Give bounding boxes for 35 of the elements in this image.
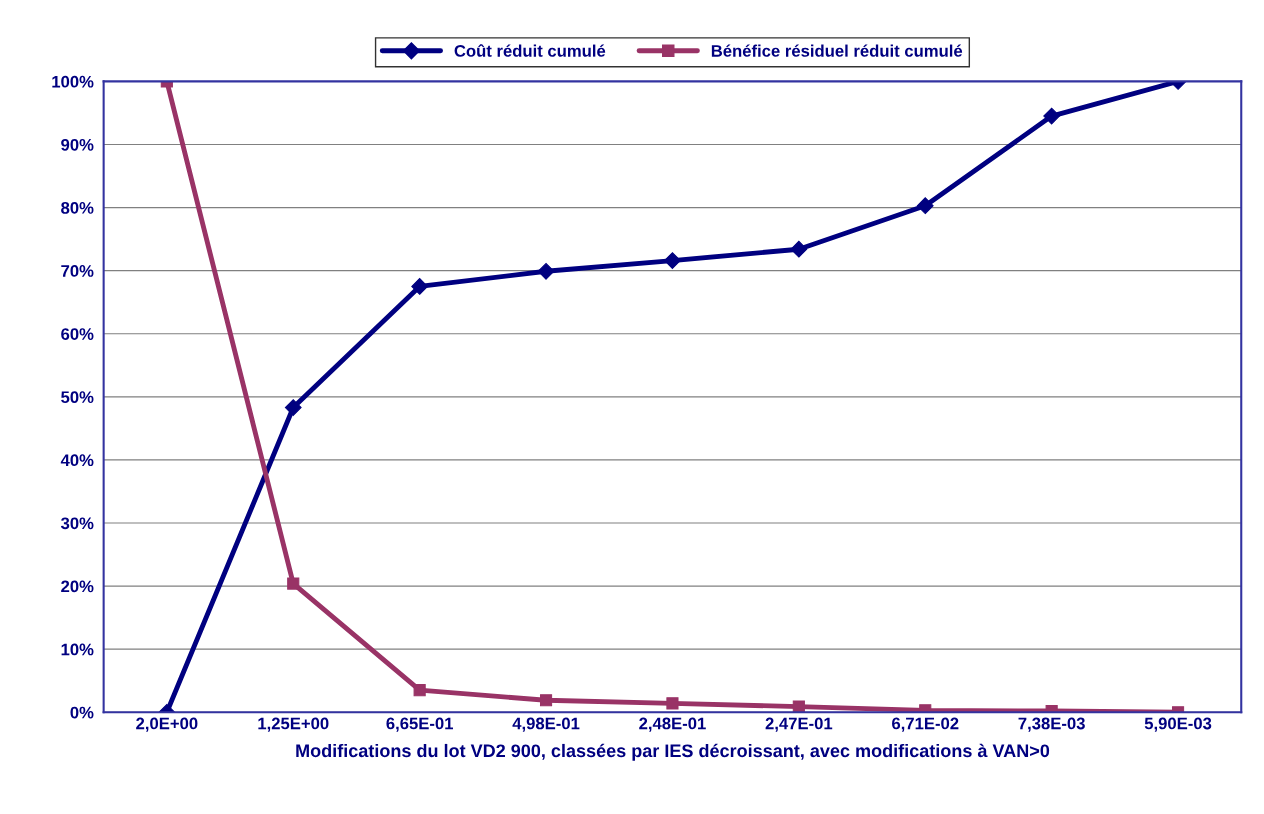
y-tick-label: 30% bbox=[60, 517, 94, 530]
point bbox=[537, 262, 555, 280]
y-tick-label: 0% bbox=[70, 706, 94, 719]
x-tick-label: 4,98E-01 bbox=[512, 717, 580, 732]
point bbox=[411, 278, 429, 295]
y-tick-label: 90% bbox=[61, 138, 94, 151]
x-tick-label: 5,90E-03 bbox=[1144, 717, 1212, 732]
y-tick-label: 60% bbox=[61, 328, 94, 340]
point bbox=[666, 697, 679, 710]
point bbox=[287, 577, 300, 590]
point bbox=[1043, 107, 1061, 125]
y-tick-label: 80% bbox=[61, 201, 94, 214]
x-tick-label: 6,65E-01 bbox=[386, 717, 454, 732]
x-tick-label: 6,71E-02 bbox=[892, 717, 959, 732]
y-tick-label: 10% bbox=[61, 643, 94, 656]
x-tick-label: 7,38E-03 bbox=[1018, 717, 1085, 732]
y-tick-label: 50% bbox=[61, 391, 94, 404]
x-tick-label: 2,47E-01 bbox=[765, 717, 833, 732]
point bbox=[284, 399, 302, 416]
point bbox=[916, 197, 934, 215]
x-tick-label: 2,0E+00 bbox=[136, 717, 198, 732]
x-axis-title: Modifications du lot VD2 900, classées par IES décroissant, avec modifications à VAN>0 bbox=[296, 743, 1050, 761]
point bbox=[664, 252, 681, 269]
y-tick-label: 70% bbox=[61, 265, 94, 277]
y-tick-label: 40% bbox=[60, 454, 94, 467]
x-tick-label: 2,48E-01 bbox=[639, 717, 706, 732]
y-tick-label: 100% bbox=[52, 75, 94, 88]
legend-label: Coût réduit cumulé bbox=[454, 44, 606, 57]
x-tick-label: 1,25E+00 bbox=[258, 717, 329, 732]
legend-label: Bénéfice résiduel réduit cumulé bbox=[711, 44, 963, 57]
point bbox=[792, 700, 805, 713]
point bbox=[413, 684, 426, 697]
point bbox=[790, 240, 808, 258]
point bbox=[539, 694, 553, 707]
y-tick-label: 20% bbox=[61, 580, 94, 593]
